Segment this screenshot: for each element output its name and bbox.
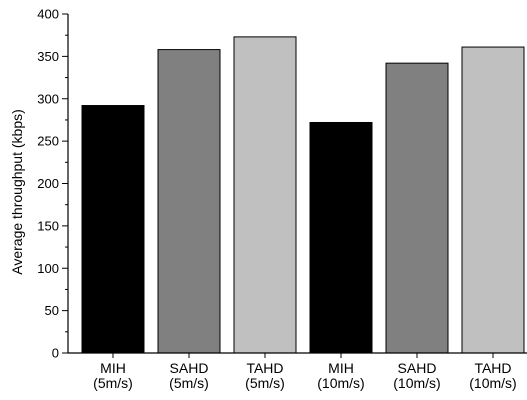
x-tick-label-line: SAHD	[170, 360, 209, 376]
bars	[81, 36, 525, 354]
bar-4	[385, 62, 449, 354]
x-tick-label-line: (5m/s)	[245, 375, 285, 391]
y-tick-label: 0	[52, 346, 59, 361]
x-tick-label: MIH (10m/s)	[317, 360, 364, 391]
x-tick-label-line: MIH	[328, 360, 354, 376]
x-tick-label: SAHD (10m/s)	[393, 360, 440, 391]
x-tick-label-line: MIH	[100, 360, 126, 376]
y-ticks: 0 50 100 150 200 250 300 350 400	[37, 7, 68, 361]
y-axis-title-group: Average throughput (kbps)	[9, 109, 25, 275]
bar-0	[81, 105, 145, 354]
y-tick-label: 350	[37, 49, 59, 64]
bar-3	[309, 121, 373, 354]
x-tick-label: TAHD (5m/s)	[245, 360, 285, 391]
y-tick-label: 250	[37, 134, 59, 149]
y-tick-label: 400	[37, 7, 59, 22]
x-tick-label: TAHD (10m/s)	[469, 360, 516, 391]
bar-2	[233, 36, 297, 354]
y-tick-label: 150	[37, 218, 59, 233]
x-tick-label-line: TAHD	[474, 360, 511, 376]
x-tick-label-line: TAHD	[246, 360, 283, 376]
x-tick-label-line: (10m/s)	[393, 375, 440, 391]
x-tick-label-line: (10m/s)	[469, 375, 516, 391]
y-tick-label: 300	[37, 91, 59, 106]
y-axis-title: Average throughput (kbps)	[9, 109, 25, 275]
x-tick-label-line: (5m/s)	[93, 375, 133, 391]
y-tick-label: 200	[37, 176, 59, 191]
bar-5	[461, 46, 525, 354]
x-tick-label-line: (10m/s)	[317, 375, 364, 391]
x-tick-label-line: SAHD	[398, 360, 437, 376]
x-tick-label-line: (5m/s)	[169, 375, 209, 391]
y-tick-label: 100	[37, 261, 59, 276]
x-tick-label: MIH (5m/s)	[93, 360, 133, 391]
y-tick-label: 50	[45, 303, 59, 318]
x-category-labels: MIH (5m/s)SAHD (5m/s)TAHD (5m/s)MIH (10m/s)S…	[93, 353, 517, 391]
x-tick-label: SAHD (5m/s)	[169, 360, 209, 391]
bar-1	[157, 49, 221, 354]
